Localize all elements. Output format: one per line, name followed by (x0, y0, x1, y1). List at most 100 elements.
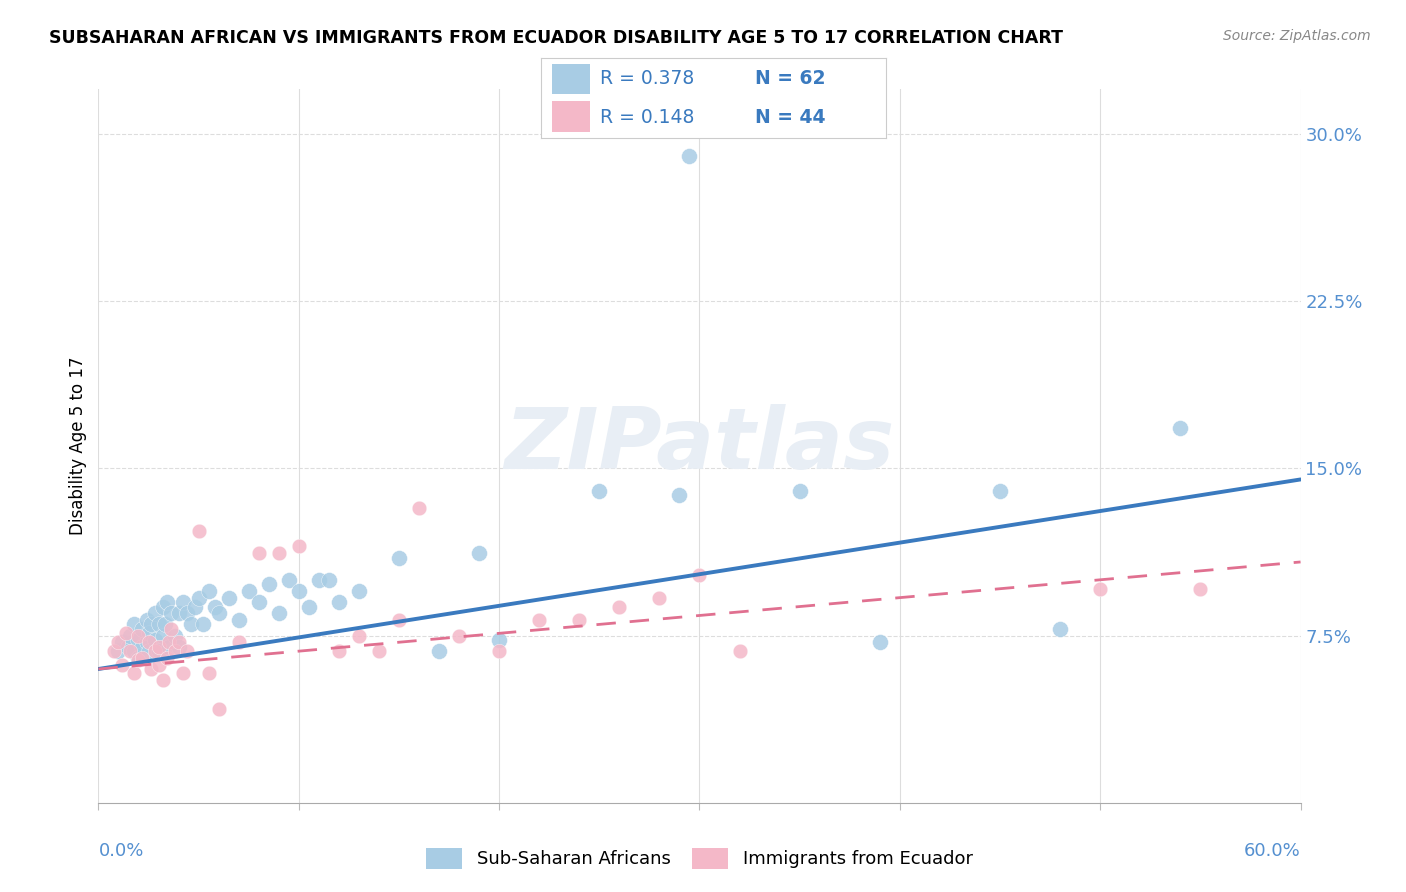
Point (176, 607, 198, 621)
Point (247, 595, 270, 609)
Point (208, 607, 231, 621)
Legend: Sub-Saharan Africans, Immigrants from Ecuador: Sub-Saharan Africans, Immigrants from Ec… (419, 840, 980, 876)
Point (128, 651, 150, 665)
Point (648, 591, 671, 605)
Text: SUBSAHARAN AFRICAN VS IMMIGRANTS FROM ECUADOR DISABILITY AGE 5 TO 17 CORRELATION: SUBSAHARAN AFRICAN VS IMMIGRANTS FROM EC… (49, 29, 1063, 46)
Text: R = 0.378: R = 0.378 (600, 70, 695, 88)
Point (204, 599, 226, 614)
Point (120, 644, 142, 658)
Point (135, 635, 157, 649)
Point (107, 644, 129, 658)
Point (172, 595, 194, 609)
Point (138, 635, 160, 649)
Point (728, 644, 751, 658)
Point (328, 644, 350, 658)
Point (131, 651, 153, 665)
Point (408, 501, 430, 516)
Point (347, 628, 370, 642)
Point (155, 651, 177, 665)
Point (1088, 582, 1111, 596)
Text: Source: ZipAtlas.com: Source: ZipAtlas.com (1223, 29, 1371, 43)
Point (288, 539, 311, 553)
Text: N = 62: N = 62 (755, 70, 825, 88)
Point (187, 524, 209, 538)
Point (117, 640, 139, 654)
Point (180, 617, 202, 632)
Point (869, 635, 891, 649)
Point (124, 666, 146, 681)
Point (103, 644, 125, 658)
Point (159, 607, 181, 621)
Point (1189, 582, 1212, 596)
Point (529, 613, 551, 627)
Point (388, 550, 411, 565)
Point (298, 599, 321, 614)
Point (427, 644, 450, 658)
Point (139, 617, 162, 632)
Point (447, 628, 470, 642)
Point (368, 644, 391, 658)
Point (468, 546, 491, 560)
Y-axis label: Disability Age 5 to 17: Disability Age 5 to 17 (69, 357, 87, 535)
Point (120, 628, 142, 642)
Point (257, 577, 280, 591)
Point (128, 628, 150, 642)
Point (163, 628, 186, 642)
Bar (551, 63, 589, 95)
Point (157, 635, 180, 649)
Point (138, 644, 160, 658)
Point (139, 662, 162, 676)
Point (1049, 622, 1071, 636)
Point (197, 666, 219, 681)
Text: R = 0.148: R = 0.148 (600, 108, 695, 127)
Point (688, 568, 710, 582)
Point (668, 488, 690, 502)
Point (267, 546, 290, 560)
Point (197, 583, 219, 598)
Point (131, 622, 153, 636)
Bar (551, 102, 589, 132)
Point (152, 628, 174, 642)
Point (143, 633, 166, 648)
Point (328, 595, 350, 609)
Text: ZIPatlas: ZIPatlas (505, 404, 894, 488)
Text: N = 44: N = 44 (755, 108, 825, 127)
Point (308, 573, 330, 587)
Point (155, 595, 177, 609)
Point (152, 673, 174, 687)
Point (124, 644, 146, 658)
Point (157, 640, 180, 654)
Point (988, 483, 1011, 498)
Point (183, 599, 205, 614)
Point (228, 635, 250, 649)
Point (789, 483, 811, 498)
Point (277, 573, 299, 587)
Point (148, 640, 170, 654)
Point (111, 635, 134, 649)
Point (138, 626, 160, 640)
Point (167, 635, 190, 649)
Point (143, 644, 166, 658)
Point (128, 633, 150, 648)
Point (111, 657, 134, 672)
Point (238, 583, 260, 598)
Point (609, 599, 631, 614)
Point (131, 640, 153, 654)
Point (176, 644, 198, 658)
Point (107, 635, 129, 649)
Point (267, 607, 290, 621)
Point (488, 633, 510, 648)
Point (128, 653, 150, 667)
Point (135, 613, 157, 627)
Point (153, 617, 176, 632)
Point (163, 644, 186, 658)
Point (152, 599, 174, 614)
Point (172, 666, 194, 681)
Point (191, 617, 214, 632)
Point (568, 613, 591, 627)
Point (388, 613, 411, 627)
Point (148, 644, 170, 658)
Point (167, 640, 190, 654)
Point (143, 607, 166, 621)
Point (247, 546, 270, 560)
